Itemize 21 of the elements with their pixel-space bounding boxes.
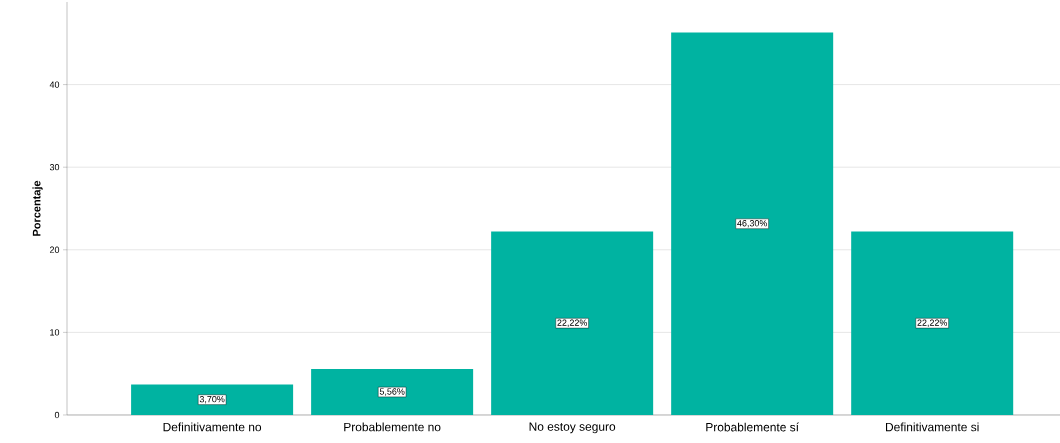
data-label: 3,70% (199, 396, 225, 404)
x-tick-label: Definitivamente no (163, 422, 262, 432)
y-tick-label: 40 (49, 81, 60, 88)
x-tick-label: Probablemente no (344, 422, 441, 432)
y-tick-label: 10 (50, 329, 60, 336)
x-tick-label: No estoy seguro (529, 422, 616, 434)
data-label: 22,22% (557, 319, 588, 327)
data-label: 46,30% (737, 220, 768, 228)
y-tick-label: 30 (49, 164, 60, 171)
x-tick-label: Probablemente sí (706, 422, 799, 432)
y-axis-title: Porcentaje (32, 180, 43, 236)
bar (671, 32, 834, 415)
bar (131, 384, 294, 415)
data-label: 22,22% (917, 319, 948, 327)
bar (311, 369, 474, 415)
data-label: 5,56% (379, 388, 405, 396)
bar (851, 231, 1014, 415)
x-tick-label: Definitivamente si (886, 422, 979, 432)
y-tick-label: 0 (54, 411, 60, 419)
y-tick-label: 20 (49, 246, 60, 253)
bar (491, 231, 654, 415)
